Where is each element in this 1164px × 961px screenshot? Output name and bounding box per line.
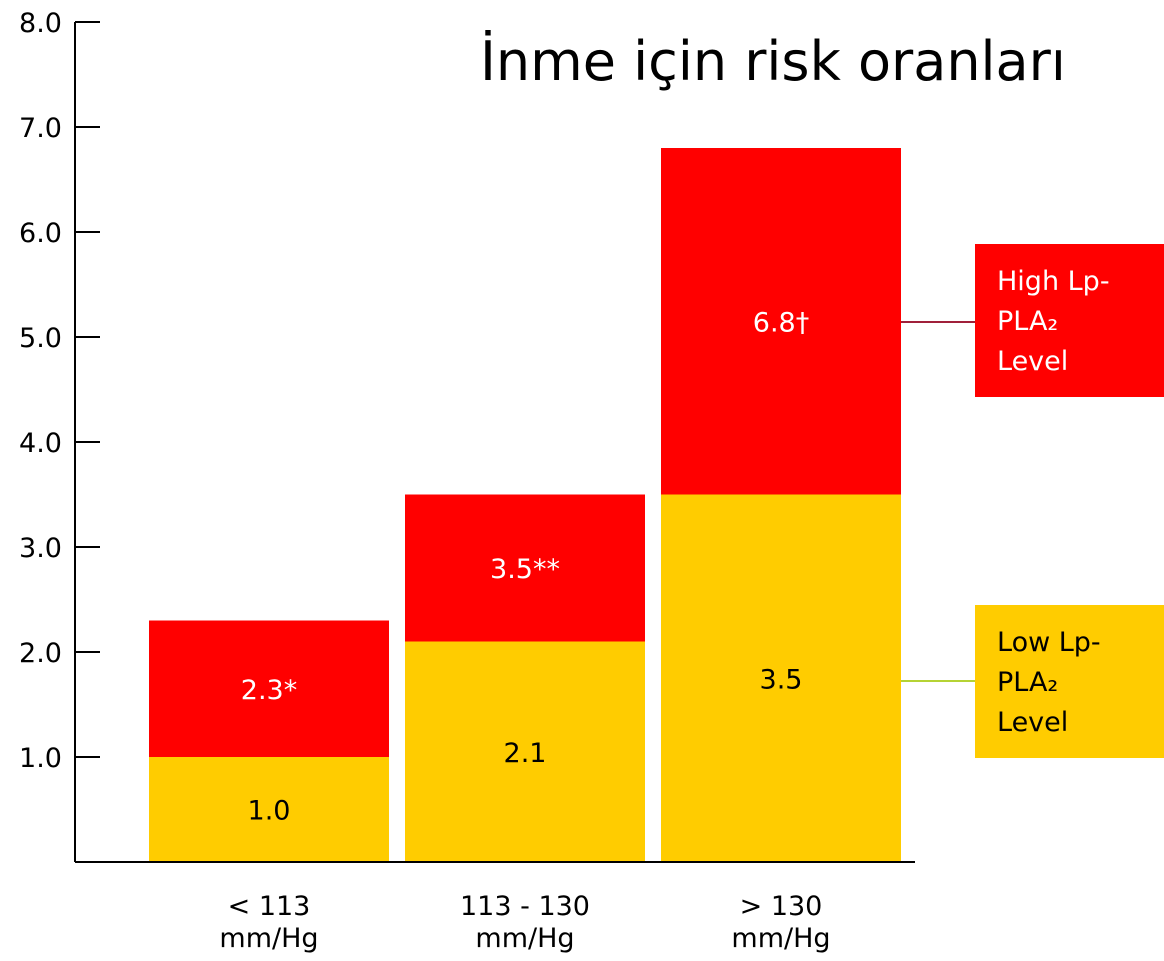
data-label-low: 2.1 (504, 738, 547, 769)
x-tick-label: 113 - 130 mm/Hg (460, 891, 590, 954)
legend-label: High Lp-PLA₂ Level (997, 266, 1110, 377)
y-tick-label: 6.0 (19, 218, 62, 249)
y-tick-label: 1.0 (19, 743, 62, 774)
bar-low (405, 641, 645, 862)
data-label-low: 3.5 (760, 664, 803, 695)
x-tick-line: > 130 (740, 891, 823, 922)
bar-low (149, 757, 389, 862)
y-tick-label: 3.0 (19, 533, 62, 564)
legend-low: Low Lp-PLA₂ Level (975, 605, 1164, 758)
y-tick-label: 4.0 (19, 428, 62, 459)
x-tick-label: > 130 mm/Hg (731, 891, 830, 954)
y-tick-label: 7.0 (19, 113, 62, 144)
x-tick-line: mm/Hg (219, 923, 318, 954)
legend-label: Low Lp-PLA₂ Level (997, 627, 1101, 738)
data-label-high: 6.8† (753, 307, 809, 338)
data-label-high: 3.5** (490, 554, 560, 585)
y-tick-label: 8.0 (19, 8, 62, 39)
legend-high: High Lp-PLA₂ Level (975, 244, 1164, 397)
y-tick-label: 2.0 (19, 638, 62, 669)
x-tick-line: mm/Hg (475, 923, 574, 954)
x-tick-line: 113 - 130 (460, 891, 590, 922)
y-tick-label: 5.0 (19, 323, 62, 354)
x-tick-label: < 113 mm/Hg (219, 891, 318, 954)
x-tick-line: mm/Hg (731, 923, 830, 954)
bar-low (661, 494, 901, 862)
chart-title: İnme için risk oranları (480, 30, 1066, 93)
data-label-low: 1.0 (248, 796, 291, 827)
x-tick-line: < 113 (228, 891, 311, 922)
data-label-high: 2.3* (241, 675, 297, 706)
